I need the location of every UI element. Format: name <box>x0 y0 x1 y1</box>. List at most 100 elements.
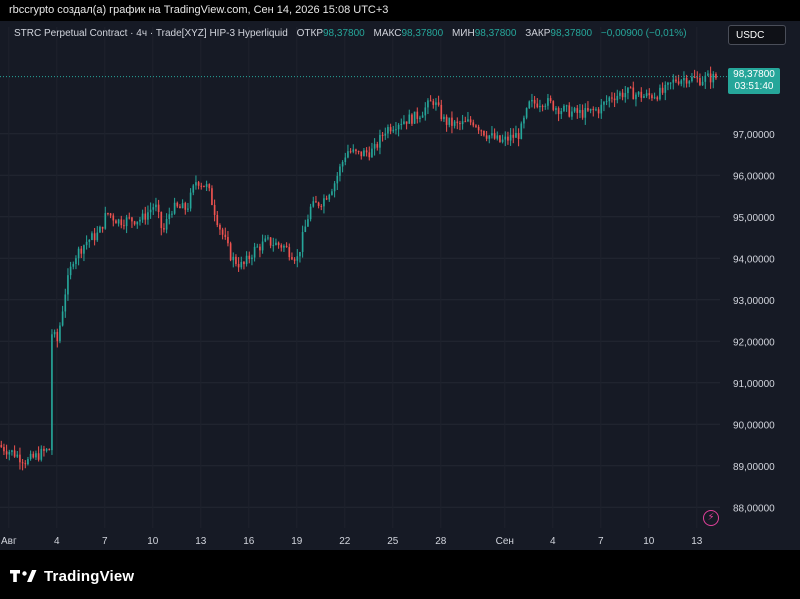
legend-low-value: 98,37800 <box>474 28 517 39</box>
candle-body <box>696 77 699 79</box>
candle-body <box>40 448 43 460</box>
candle-body <box>109 213 112 216</box>
y-tick-label: 89,00000 <box>733 462 775 473</box>
candle-body <box>675 79 677 82</box>
candle-body <box>37 453 40 460</box>
candle-body <box>376 144 379 148</box>
candle-body <box>269 237 272 246</box>
candle-body <box>560 110 563 115</box>
candle-body <box>69 266 72 276</box>
legend-high-label: МАКС <box>373 28 402 39</box>
candle-body <box>517 133 520 139</box>
candle-body <box>565 105 568 107</box>
candle-body <box>93 233 96 241</box>
candle-body <box>128 217 131 219</box>
candle-body <box>397 124 400 130</box>
candle-body <box>603 101 605 105</box>
chart-attribution: rbccrypto создал(а) график на TradingVie… <box>9 4 389 16</box>
candle-body <box>525 108 528 118</box>
x-tick-label: 19 <box>291 536 303 547</box>
candle-body <box>592 108 595 111</box>
candle-body <box>173 202 176 214</box>
candle-body <box>685 77 688 84</box>
symbol-legend: STRC Perpetual Contract · 4ч · Trade[XYZ… <box>14 28 687 39</box>
candle-body <box>643 96 645 98</box>
candle-body <box>461 121 464 125</box>
candle-body <box>389 127 392 132</box>
y-tick-label: 91,00000 <box>733 379 775 390</box>
lightning-alert-icon[interactable]: ⚡ <box>703 510 719 526</box>
x-tick-label: Сен <box>496 536 514 547</box>
candle-body <box>424 107 427 116</box>
candle-body <box>301 231 304 252</box>
candle-body <box>5 451 8 455</box>
candle-body <box>501 139 504 142</box>
legend-high-value: 98,37800 <box>401 28 444 39</box>
candle-body <box>107 213 109 215</box>
candle-body <box>181 203 184 209</box>
candle-body <box>213 204 216 215</box>
candle-body <box>88 239 91 242</box>
candle-body <box>59 325 61 342</box>
candle-body <box>237 263 240 268</box>
candle-body <box>379 134 381 148</box>
candle-body <box>672 79 675 83</box>
candle-body <box>43 448 45 451</box>
candle-body <box>205 184 208 187</box>
currency-button[interactable]: USDC <box>728 25 786 45</box>
candle-body <box>80 248 83 254</box>
candle-body <box>365 150 368 153</box>
x-tick-label: 13 <box>691 536 703 547</box>
candle-body <box>632 87 635 100</box>
candle-body <box>200 185 203 187</box>
x-tick-label: 13 <box>195 536 207 547</box>
candle-body <box>512 134 515 138</box>
last-price-value: 98,37800 <box>733 69 775 80</box>
candle-body <box>195 182 197 186</box>
candle-body <box>360 151 363 157</box>
candle-body <box>669 82 672 84</box>
candle-body <box>421 115 424 118</box>
y-tick-label: 88,00000 <box>733 503 775 514</box>
candle-body <box>576 108 579 113</box>
candle-body <box>285 245 288 248</box>
candle-body <box>187 208 189 210</box>
price-chart[interactable]: 88,00000 89,00000 90,00000 91,00000 92,00000… <box>0 21 800 550</box>
candle-body <box>219 225 221 230</box>
candle-body <box>507 136 509 141</box>
candle-body <box>61 311 64 326</box>
candle-body <box>483 130 485 136</box>
candle-body <box>493 133 496 139</box>
tradingview-logo-icon <box>10 570 37 582</box>
candle-body <box>155 204 157 208</box>
candle-body <box>261 241 264 251</box>
candle-body <box>613 98 616 101</box>
candle-body <box>221 229 224 235</box>
candle-body <box>280 245 283 248</box>
candle-body <box>373 144 376 149</box>
candle-body <box>437 102 440 105</box>
chart-frame[interactable]: 88,00000 89,00000 90,00000 91,00000 92,00000… <box>0 21 800 550</box>
candle-body <box>621 92 624 98</box>
candle-body <box>253 246 256 258</box>
candle-body <box>427 100 429 108</box>
candle-body <box>637 91 640 95</box>
candle-body <box>248 255 251 260</box>
candle-body <box>571 111 573 117</box>
candle-body <box>3 447 5 452</box>
candle-body <box>419 117 421 119</box>
candle-body <box>296 256 299 261</box>
candle-body <box>67 275 69 295</box>
candle-body <box>579 109 581 113</box>
candle-body <box>488 135 491 139</box>
candle-body <box>251 257 253 260</box>
candle-body <box>445 116 448 125</box>
candle-body <box>245 255 248 265</box>
candle-body <box>13 450 16 457</box>
candle-body <box>573 108 576 112</box>
candle-body <box>597 109 600 114</box>
candle-body <box>605 101 608 103</box>
candle-body <box>243 261 245 265</box>
candle-body <box>333 183 336 192</box>
candle-body <box>504 136 507 140</box>
